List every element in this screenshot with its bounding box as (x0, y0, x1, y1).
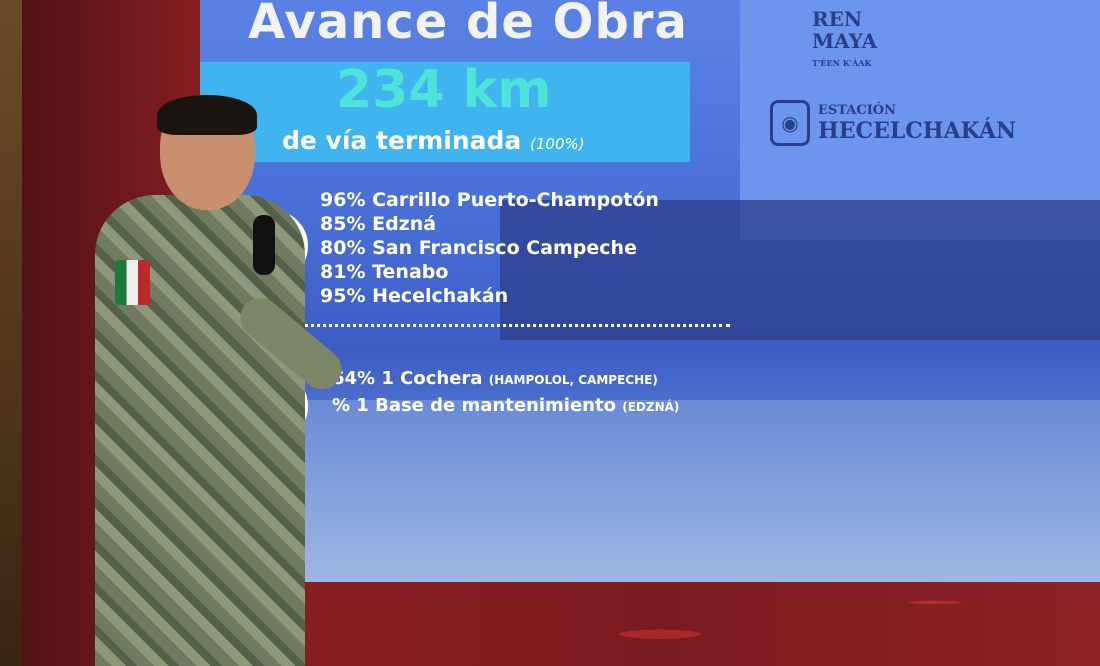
door-frame (0, 0, 22, 666)
logo-line: REN (812, 7, 863, 31)
km-value: 234 km (336, 60, 552, 120)
building-facade (500, 200, 1100, 340)
facility-note: (HAMPOLOL, CAMPECHE) (488, 373, 658, 387)
presentation-screen: Avance de Obra 234 km de vía terminada (… (200, 0, 1100, 582)
speaker (95, 95, 355, 666)
list-item: 96% Carrillo Puerto-Champotón (320, 189, 659, 211)
list-item: % 1 Base de mantenimiento (EDZNÁ) (332, 393, 679, 420)
logo-line: T'ÉEN K'ÁAK (812, 58, 872, 68)
microphone (253, 215, 275, 275)
logo-line: MAYA (812, 29, 878, 53)
facility-text: % 1 Base de mantenimiento (332, 395, 616, 416)
facility-list: 64% 1 Cochera (HAMPOLOL, CAMPECHE) % 1 B… (332, 366, 679, 420)
list-item: 80% San Francisco Campeche (320, 237, 637, 259)
slide-title: Avance de Obra (248, 0, 688, 50)
hair (157, 95, 257, 135)
station-label: ESTACIÓN (818, 102, 896, 118)
subtitle-pct: (100%) (530, 135, 585, 153)
station-progress-list: 96% Carrillo Puerto-Champotón 85% Edzná … (320, 188, 659, 308)
subtitle: de vía terminada (100%) (282, 126, 585, 155)
subtitle-text: de vía terminada (282, 126, 522, 155)
station-name: HECELCHAKÁN (818, 117, 1017, 144)
ground (200, 400, 1100, 582)
station-icon: ◉ (770, 100, 810, 146)
list-item: 85% Edzná (320, 213, 437, 235)
list-item: 81% Tenabo (320, 261, 449, 283)
tren-maya-logo: REN MAYA T'ÉEN K'ÁAK (812, 8, 877, 74)
station-sign: ◉ ESTACIÓN HECELCHAKÁN (770, 100, 1016, 146)
dotted-divider (250, 324, 730, 327)
list-item: 64% 1 Cochera (HAMPOLOL, CAMPECHE) (332, 366, 679, 393)
flag-patch (115, 260, 150, 305)
highlight-box (200, 62, 690, 162)
facility-note: (EDZNÁ) (622, 400, 680, 414)
facility-text: 64% 1 Cochera (332, 368, 483, 389)
list-item: 95% Hecelchakán (320, 285, 509, 307)
